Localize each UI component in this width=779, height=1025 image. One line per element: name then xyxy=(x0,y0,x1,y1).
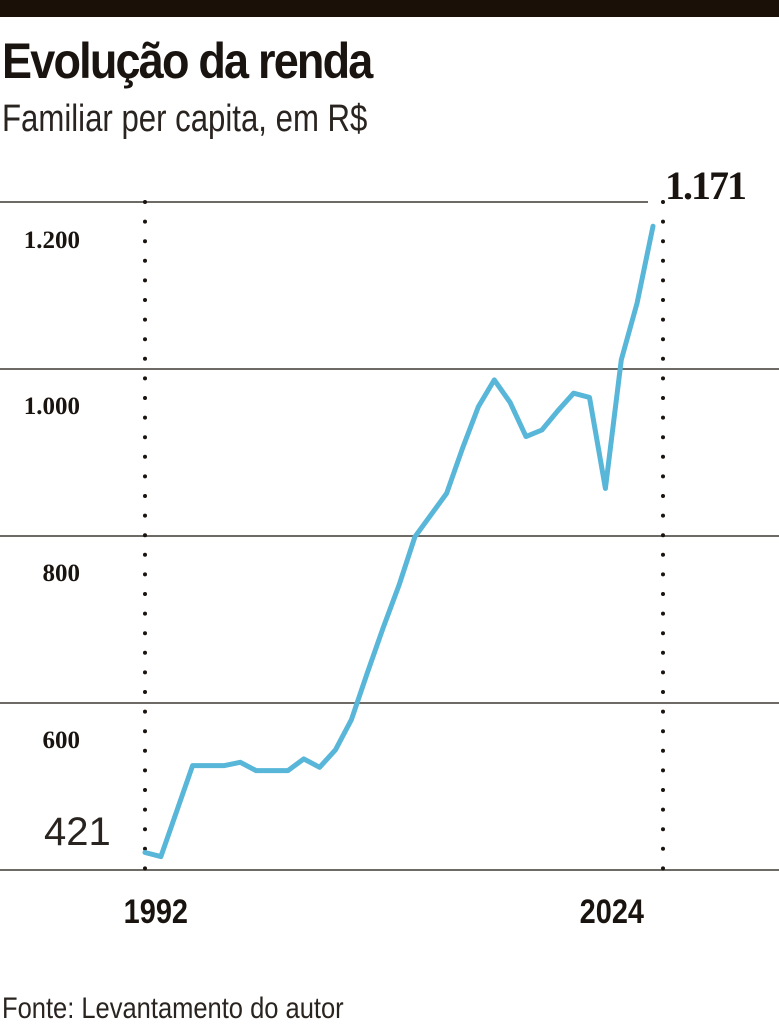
income-series-line xyxy=(142,223,656,860)
gridlines xyxy=(0,201,779,871)
y-tick-label: 1.200 xyxy=(23,227,80,254)
source-note: Fonte: Levantamento do autor xyxy=(2,992,344,1025)
first-value-label: 421 xyxy=(44,810,111,854)
y-tick-label: 800 xyxy=(42,560,81,587)
chart-title: Evolução da renda xyxy=(2,33,373,89)
y-tick-label: 1.000 xyxy=(23,393,80,420)
last-value-label: 1.171 xyxy=(665,163,747,208)
year-marker-lines xyxy=(143,200,665,874)
chart-subtitle: Familiar per capita, em R$ xyxy=(2,98,368,140)
top-bar xyxy=(0,0,779,17)
x-tick-label-start: 1992 xyxy=(123,893,188,931)
x-tick-label-end: 2024 xyxy=(579,893,644,931)
y-tick-label: 600 xyxy=(42,727,81,754)
